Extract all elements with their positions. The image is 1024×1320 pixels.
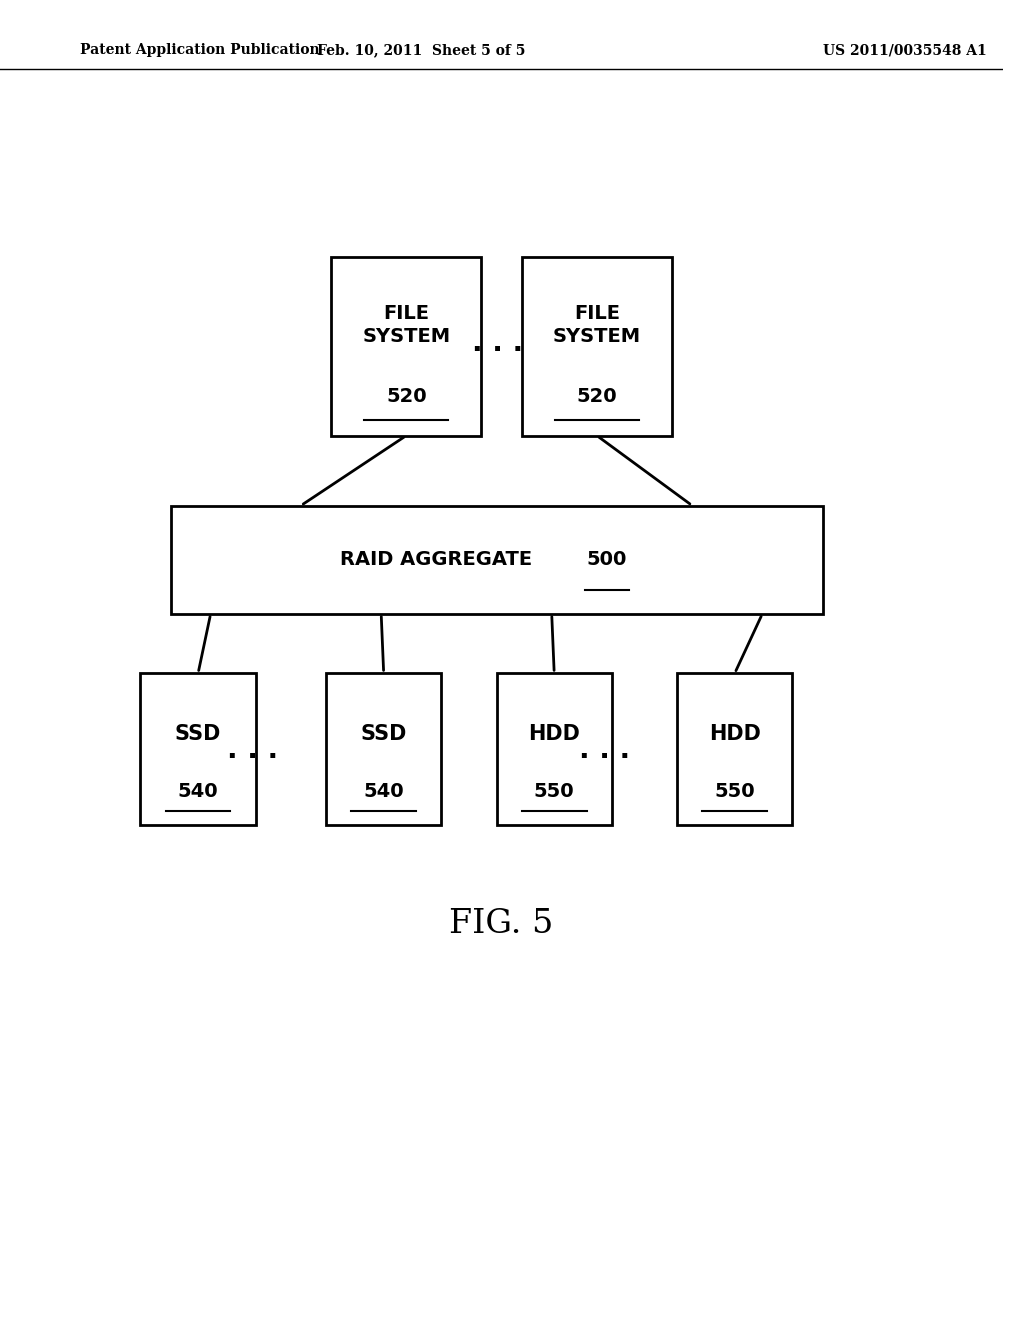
Text: FIG. 5: FIG. 5 bbox=[450, 908, 554, 940]
Text: Patent Application Publication: Patent Application Publication bbox=[80, 44, 319, 57]
Text: 540: 540 bbox=[364, 783, 404, 801]
Text: SSD: SSD bbox=[360, 723, 407, 744]
Text: 520: 520 bbox=[386, 387, 427, 405]
Text: US 2011/0035548 A1: US 2011/0035548 A1 bbox=[822, 44, 986, 57]
Text: . . .: . . . bbox=[227, 735, 279, 764]
Text: 550: 550 bbox=[534, 783, 574, 801]
Text: SSD: SSD bbox=[175, 723, 221, 744]
FancyBboxPatch shape bbox=[171, 506, 822, 614]
Text: FILE
SYSTEM: FILE SYSTEM bbox=[362, 304, 451, 346]
FancyBboxPatch shape bbox=[331, 257, 481, 436]
Text: HDD: HDD bbox=[709, 723, 761, 744]
Text: . . .: . . . bbox=[580, 735, 631, 764]
Text: 550: 550 bbox=[715, 783, 755, 801]
FancyBboxPatch shape bbox=[326, 673, 441, 825]
FancyBboxPatch shape bbox=[140, 673, 256, 825]
Text: 500: 500 bbox=[587, 550, 627, 569]
Text: FILE
SYSTEM: FILE SYSTEM bbox=[553, 304, 641, 346]
FancyBboxPatch shape bbox=[677, 673, 793, 825]
Text: Feb. 10, 2011  Sheet 5 of 5: Feb. 10, 2011 Sheet 5 of 5 bbox=[317, 44, 525, 57]
Text: . . .: . . . bbox=[472, 329, 523, 358]
Text: HDD: HDD bbox=[528, 723, 581, 744]
Text: RAID AGGREGATE: RAID AGGREGATE bbox=[340, 550, 532, 569]
FancyBboxPatch shape bbox=[521, 257, 672, 436]
Text: 540: 540 bbox=[178, 783, 218, 801]
FancyBboxPatch shape bbox=[497, 673, 612, 825]
Text: 520: 520 bbox=[577, 387, 617, 405]
